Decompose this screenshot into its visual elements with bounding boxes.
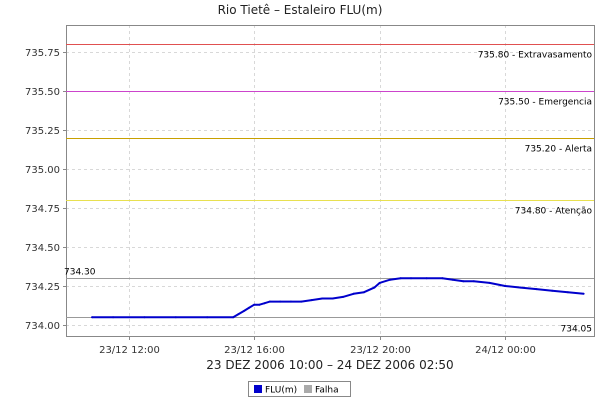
data-point — [206, 316, 209, 319]
data-point — [582, 292, 585, 295]
data-point — [425, 277, 428, 280]
y-tick-label: 734.50 — [25, 243, 60, 254]
data-point — [352, 292, 355, 295]
y-tick-label: 735.00 — [25, 165, 60, 176]
legend-label: FLU(m) — [265, 386, 297, 396]
data-point — [488, 281, 491, 284]
data-point — [174, 316, 177, 319]
legend: FLU(m) Falha — [248, 381, 351, 397]
y-tick-label: 734.00 — [25, 321, 60, 332]
data-point — [331, 297, 334, 300]
y-tick-label: 735.25 — [25, 126, 60, 137]
legend-box — [248, 381, 351, 397]
x-tick-label: 23/12 12:00 — [99, 345, 160, 356]
x-axis-label: 23 DEZ 2006 10:00 – 24 DEZ 2006 02:50 — [206, 358, 453, 372]
data-point — [321, 297, 324, 300]
y-tick-label: 734.25 — [25, 282, 60, 293]
data-point — [472, 280, 475, 283]
data-point — [242, 310, 245, 312]
data-point — [535, 288, 538, 291]
data-point — [310, 299, 313, 302]
data-point — [263, 302, 266, 305]
y-tick-label: 735.75 — [25, 48, 60, 59]
series-line-flu — [92, 277, 584, 319]
data-point — [551, 289, 554, 292]
threshold-label: 735.20 - Alerta — [525, 145, 592, 155]
data-point — [504, 285, 507, 287]
y-axis: 734.00 734.25 734.50 734.75 735.00 735.25 735.… — [25, 48, 66, 332]
plot-area — [66, 25, 595, 337]
y-tick-label: 735.50 — [25, 87, 60, 98]
threshold-label: 734.80 - Atenção — [515, 207, 593, 217]
data-point — [378, 281, 381, 284]
x-axis: 23/12 12:00 23/12 16:00 23/12 20:00 24/12 0… — [99, 336, 536, 356]
data-point — [232, 316, 235, 319]
data-point — [112, 316, 115, 319]
data-point — [253, 303, 256, 306]
data-point — [342, 295, 344, 298]
data-point — [237, 313, 240, 316]
series-layer — [91, 277, 585, 319]
data-point — [410, 277, 412, 280]
data-point — [279, 300, 282, 303]
threshold-label: 735.50 - Emergencia — [498, 98, 592, 108]
legend-swatch — [254, 385, 262, 393]
data-point — [389, 278, 391, 281]
minmax-label: 734.30 — [64, 268, 96, 278]
data-point — [268, 300, 271, 303]
data-point — [451, 278, 454, 281]
data-point — [91, 316, 93, 319]
data-point — [566, 291, 569, 294]
chart-title: Rio Tietê – Estaleiro FLU(m) — [218, 3, 383, 17]
data-point — [363, 291, 365, 294]
minmax-label: 734.05 — [561, 325, 593, 335]
y-tick-label: 734.75 — [25, 204, 60, 215]
data-point — [441, 277, 444, 280]
x-tick-label: 23/12 20:00 — [350, 345, 411, 356]
data-point — [143, 316, 146, 319]
data-point — [258, 303, 261, 306]
data-point — [300, 300, 303, 303]
data-point — [289, 300, 292, 303]
threshold-label: 735.80 - Extravasamento — [478, 51, 593, 61]
data-point — [373, 286, 376, 289]
reference-lines: 735.80 - Extravasamento 735.50 - Emergenc… — [64, 44, 594, 335]
grid-layer — [66, 25, 594, 336]
data-point — [247, 306, 250, 309]
legend-swatch — [304, 385, 312, 393]
x-tick-label: 23/12 16:00 — [224, 345, 285, 356]
data-point — [462, 280, 465, 283]
data-point — [399, 277, 402, 280]
x-tick-label: 24/12 00:00 — [475, 345, 536, 356]
legend-label: Falha — [315, 386, 339, 396]
data-point — [519, 286, 522, 289]
